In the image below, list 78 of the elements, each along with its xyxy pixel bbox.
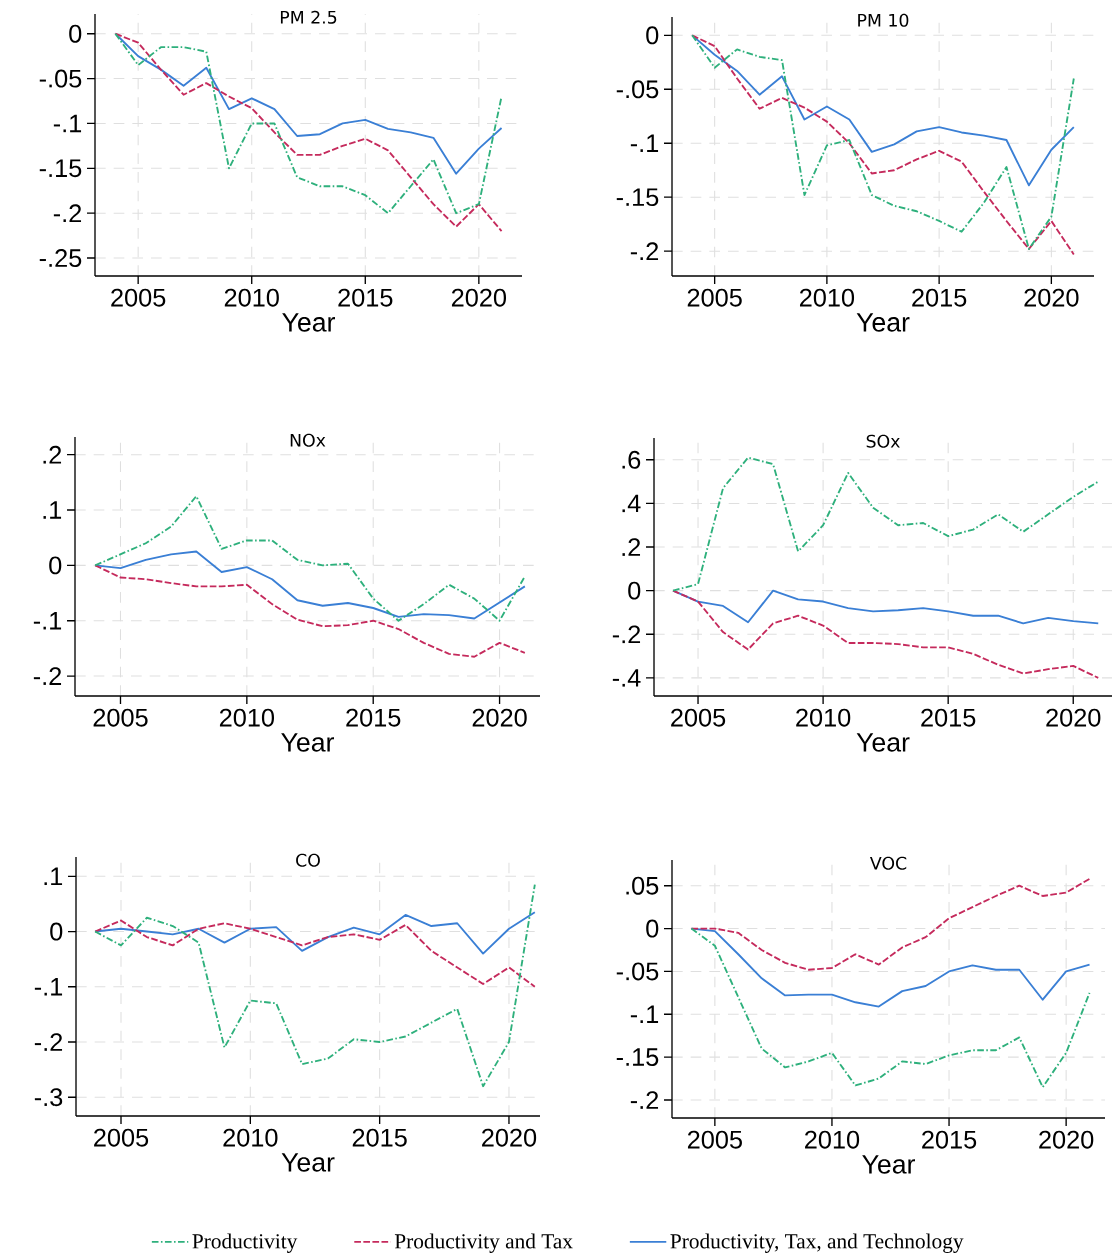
y-tick-label: .4: [622, 494, 641, 513]
legend-label: Productivity and Tax: [394, 1233, 573, 1253]
y-tick-label: -.1: [630, 1005, 659, 1023]
y-tick-label: -.1: [630, 134, 659, 152]
line-series: [94, 883, 536, 1088]
x-tick-label: 2015: [921, 708, 976, 727]
x-tick-label: 2010: [223, 1128, 278, 1147]
y-tick-label: -.2: [612, 625, 641, 644]
y-tick-label: -.1: [33, 612, 62, 630]
line-series: [672, 456, 1100, 592]
y-tick-label: .6: [622, 450, 641, 469]
y-tick-label: -.05: [39, 69, 82, 88]
x-tick-label: 2005: [94, 1128, 149, 1147]
y-tick-label: -.2: [53, 204, 82, 223]
y-tick-label: .05: [626, 876, 659, 895]
line-series: [690, 927, 1091, 1089]
y-tick-label: -.1: [34, 978, 63, 996]
y-tick-label: -.2: [33, 667, 62, 685]
y-tick-label: .1: [43, 501, 62, 519]
chart-title: PM 2.5: [280, 10, 337, 24]
chart-title: PM 10: [858, 13, 909, 27]
x-tick-label: 2010: [796, 708, 851, 727]
x-tick-label: 2020: [482, 1128, 537, 1147]
y-tick-label: 0: [628, 581, 641, 600]
y-tick-label: .2: [43, 445, 62, 464]
x-axis-title: Year: [282, 313, 335, 332]
line-series: [672, 589, 1100, 679]
y-tick-label: -.25: [39, 249, 82, 268]
y-tick-label: -.05: [616, 962, 659, 981]
line-series: [94, 564, 526, 658]
y-tick-label: 0: [49, 556, 62, 575]
chart-title: VOC: [869, 856, 907, 870]
x-tick-label: 2015: [912, 288, 967, 307]
x-axis-title: Year: [281, 733, 334, 752]
x-tick-label: 2020: [1039, 1130, 1094, 1149]
x-tick-label: 2010: [799, 288, 855, 307]
y-tick-label: -.15: [616, 1048, 659, 1066]
x-tick-label: 2010: [805, 1130, 860, 1149]
x-tick-label: 2005: [687, 288, 742, 307]
x-tick-label: 2005: [687, 1130, 742, 1149]
y-tick-label: .2: [622, 538, 641, 556]
y-tick-label: 0: [50, 922, 63, 941]
x-tick-label: 2010: [219, 708, 275, 727]
y-tick-label: .1: [44, 867, 63, 886]
y-tick-label: -.3: [34, 1088, 63, 1107]
x-tick-label: 2020: [1024, 288, 1079, 307]
chart-title: NOx: [290, 433, 326, 447]
y-tick-label: 0: [69, 24, 82, 43]
y-tick-label: -.15: [39, 159, 82, 178]
y-tick-label: -.2: [34, 1033, 63, 1051]
y-tick-label: -.2: [630, 1091, 659, 1109]
y-tick-label: 0: [646, 26, 659, 45]
x-tick-label: 2015: [346, 708, 401, 727]
x-tick-label: 2005: [111, 288, 166, 307]
chart-title: SOx: [866, 434, 900, 448]
y-tick-label: -.1: [53, 114, 82, 133]
y-tick-label: 0: [646, 919, 659, 938]
x-tick-label: 2005: [93, 708, 148, 727]
x-tick-label: 2010: [224, 288, 279, 307]
y-tick-label: -.15: [616, 188, 659, 207]
x-tick-label: 2015: [352, 1128, 407, 1147]
x-tick-label: 2020: [451, 288, 507, 307]
chart-title: CO: [296, 853, 320, 867]
y-tick-label: -.05: [616, 80, 659, 99]
x-axis-title: Year: [856, 313, 910, 332]
x-tick-label: 2020: [1046, 708, 1101, 727]
y-tick-label: -.4: [612, 669, 641, 687]
x-axis-title: Year: [856, 733, 910, 752]
legend-label: Productivity: [192, 1233, 298, 1253]
y-tick-label: -.2: [630, 242, 659, 261]
x-tick-label: 2015: [922, 1130, 977, 1149]
x-tick-label: 2005: [671, 708, 726, 727]
x-axis-title: Year: [281, 1153, 335, 1172]
legend-label: Productivity, Tax, and Technology: [670, 1233, 964, 1253]
x-tick-label: 2020: [472, 708, 527, 727]
line-series: [690, 877, 1091, 971]
x-axis-title: Year: [862, 1155, 916, 1174]
x-tick-label: 2015: [338, 288, 393, 307]
